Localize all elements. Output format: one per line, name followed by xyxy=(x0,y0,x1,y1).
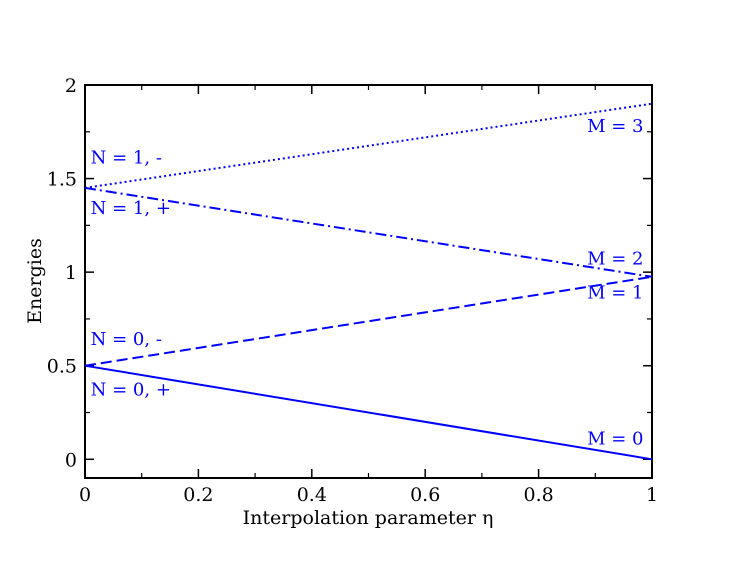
x-tick-label: 0.4 xyxy=(297,484,327,506)
x-tick-label: 1 xyxy=(646,484,658,506)
series-line-solid xyxy=(84,364,653,461)
x-axis-label: Interpolation parameter η xyxy=(243,507,494,529)
plot-frame xyxy=(84,84,653,479)
annotation-label: M = 3 xyxy=(587,116,643,137)
x-axis-ticks: 0 0.2 0.4 0.6 0.8 1 xyxy=(79,85,658,506)
annotations-layer: N = 1, - N = 1, + N = 0, - N = 0, + M = 3 M =… xyxy=(91,116,644,450)
annotation-label: N = 1, - xyxy=(91,148,162,169)
y-tick-label: 1.5 xyxy=(47,169,77,191)
y-tick-label: 0 xyxy=(65,449,77,471)
y-tick-label: 2 xyxy=(65,75,77,97)
annotation-label: N = 0, - xyxy=(91,329,162,350)
series-line-dashdot xyxy=(84,186,653,278)
x-tick-label: 0 xyxy=(79,484,91,506)
x-tick-label: 0.8 xyxy=(523,484,553,506)
y-axis-label: Energies xyxy=(24,238,46,324)
x-tick-label: 0.2 xyxy=(183,484,213,506)
annotation-label: M = 1 xyxy=(587,282,643,303)
y-tick-label: 0.5 xyxy=(47,356,77,378)
y-axis-ticks: 0 0.5 1 1.5 2 xyxy=(47,75,652,471)
annotation-label: N = 0, + xyxy=(91,380,171,401)
y-tick-label: 1 xyxy=(65,262,77,284)
annotation-label: M = 0 xyxy=(587,428,643,449)
x-tick-label: 0.6 xyxy=(410,484,440,506)
annotation-label: M = 2 xyxy=(587,249,643,270)
series-line-dashed xyxy=(84,275,653,367)
annotation-label: N = 1, + xyxy=(91,198,171,219)
series-layer xyxy=(84,102,653,461)
series-line-dotted xyxy=(84,102,653,189)
